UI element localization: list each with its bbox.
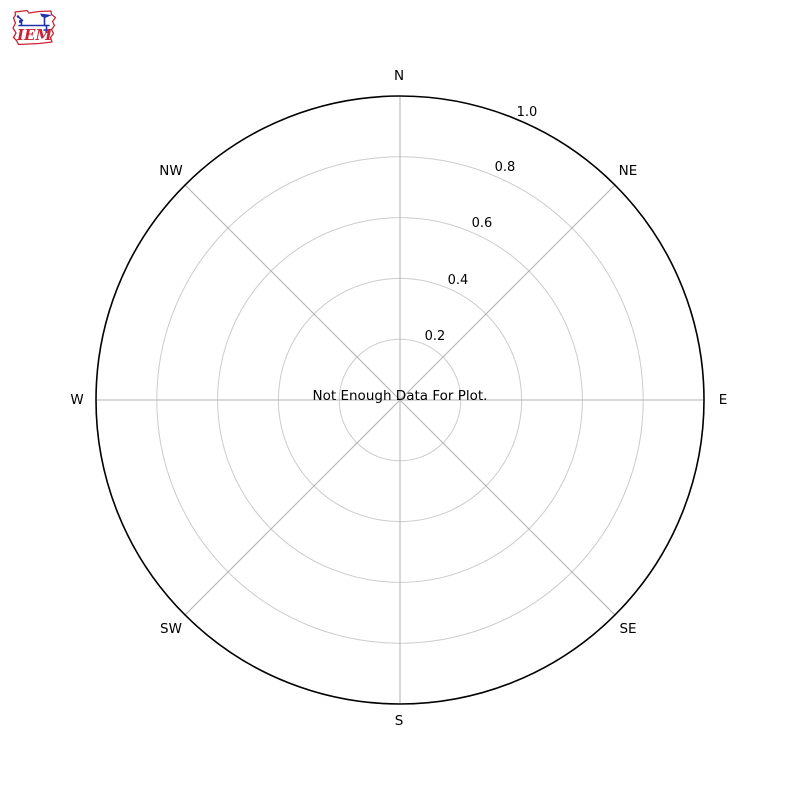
direction-label-nw: NW: [159, 163, 182, 179]
spoke-ne: [399, 184, 616, 401]
spoke-sw: [184, 399, 401, 616]
direction-labels: N NE E SE S SW W NW: [70, 68, 727, 729]
polar-grid: [95, 95, 705, 705]
radial-tick-0.4: 0.4: [448, 273, 469, 288]
direction-label-se: SE: [619, 621, 636, 637]
direction-label-sw: SW: [160, 621, 182, 637]
radial-tick-0.8: 0.8: [495, 160, 516, 175]
radial-tick-0.2: 0.2: [425, 329, 446, 344]
spoke-se: [399, 399, 616, 616]
direction-label-ne: NE: [619, 163, 638, 179]
spoke-nw: [184, 184, 401, 401]
radial-tick-labels: 0.2 0.4 0.6 0.8 1.0: [425, 105, 538, 344]
weather-vane-icon: [16, 13, 52, 34]
direction-label-s: S: [395, 713, 404, 729]
no-data-message: Not Enough Data For Plot.: [313, 388, 488, 404]
iem-logo: IEM: [12, 9, 57, 46]
direction-label-e: E: [719, 392, 728, 408]
direction-label-n: N: [394, 68, 404, 84]
iem-logo-text: IEM: [16, 26, 52, 44]
radial-tick-0.6: 0.6: [472, 216, 493, 231]
radial-tick-1.0: 1.0: [517, 105, 538, 120]
direction-label-w: W: [70, 392, 83, 408]
iowa-outline: [12, 9, 57, 46]
outer-ring: [95, 95, 705, 705]
